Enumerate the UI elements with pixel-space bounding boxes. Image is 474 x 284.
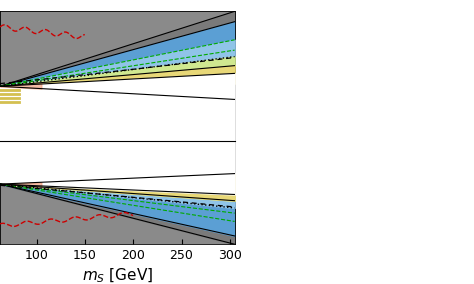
- X-axis label: $m_S$ [GeV]: $m_S$ [GeV]: [82, 266, 153, 284]
